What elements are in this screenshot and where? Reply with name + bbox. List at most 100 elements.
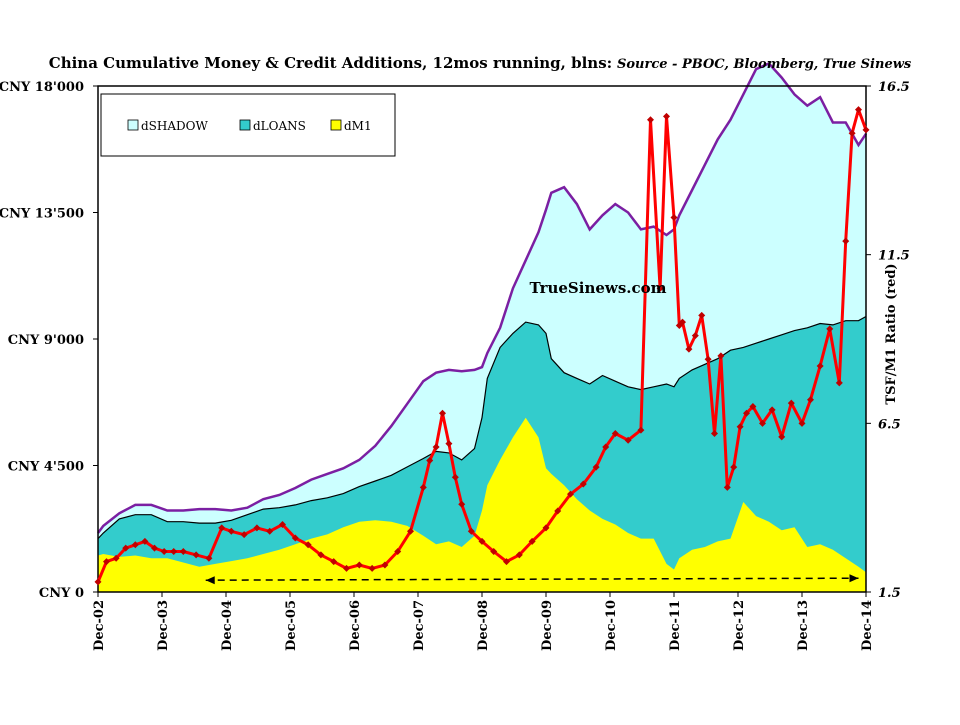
ratio-point xyxy=(279,521,287,529)
ratio-point xyxy=(317,551,325,559)
ratio-point xyxy=(445,440,453,448)
chart-title-block: China Cumulative Money & Credit Addition… xyxy=(0,54,960,72)
ratio-point xyxy=(467,527,475,535)
ratio-point xyxy=(368,564,376,572)
ratio-point xyxy=(192,551,200,559)
ratio-point xyxy=(656,284,664,292)
ratio-point xyxy=(439,409,447,417)
ratio-point xyxy=(515,551,523,559)
ratio-point xyxy=(778,433,786,441)
x-tick-label: Dec-02 xyxy=(92,600,107,651)
ratio-point xyxy=(611,429,619,437)
ratio-point xyxy=(647,116,655,124)
ratio-point xyxy=(426,456,434,464)
ratio-point xyxy=(816,362,824,370)
ratio-point xyxy=(490,548,498,556)
y-right-tick-label: 11.5 xyxy=(878,249,910,264)
x-tick-label: Dec-13 xyxy=(796,600,811,651)
ratio-point xyxy=(407,527,415,535)
ratio-point xyxy=(807,396,815,404)
x-tick-label: Dec-04 xyxy=(220,600,235,651)
ratio-point xyxy=(394,548,402,556)
ratio-point xyxy=(503,558,511,566)
ratio-point xyxy=(205,554,213,562)
ratio-point xyxy=(240,531,248,539)
ratio-point xyxy=(122,544,130,552)
ratio-point xyxy=(304,541,312,549)
legend-label: dLOANS xyxy=(253,119,306,133)
ratio-point xyxy=(253,524,261,532)
ratio-point xyxy=(291,534,299,542)
legend-label: dM1 xyxy=(344,119,372,133)
dloans-area xyxy=(98,316,866,592)
y-left-tick-label: CNY 18'000 xyxy=(0,80,84,95)
ratio-point xyxy=(711,429,719,437)
dashed-arrow-line xyxy=(205,577,859,581)
x-tick-label: Dec-07 xyxy=(412,600,427,651)
ratio-point xyxy=(624,436,632,444)
ratio-point xyxy=(592,463,600,471)
x-tick-label: Dec-11 xyxy=(668,600,683,651)
ratio-point xyxy=(717,352,725,360)
legend-swatch xyxy=(239,119,251,131)
ratio-point xyxy=(848,129,856,137)
ratio-point xyxy=(266,527,274,535)
arrow-head-right xyxy=(849,574,859,583)
dm1-area xyxy=(98,417,866,592)
ratio-point xyxy=(381,561,389,569)
ratio-point xyxy=(112,554,120,562)
ratio-point xyxy=(663,112,671,120)
ratio-point xyxy=(141,537,149,545)
ratio-point xyxy=(432,443,440,451)
chart-subtitle: Source - PBOC, Bloomberg, True Sinews xyxy=(616,57,912,72)
legend-swatch xyxy=(127,119,139,131)
x-tick-label: Dec-03 xyxy=(156,600,171,651)
ratio-point xyxy=(768,406,776,414)
total-outline-line xyxy=(96,61,868,534)
y-right-tick-label: 16.5 xyxy=(878,80,910,95)
ratio-point xyxy=(151,544,159,552)
ratio-point xyxy=(787,399,795,407)
ratio-point xyxy=(704,355,712,363)
ratio-point xyxy=(528,537,536,545)
y-left-tick-label: CNY 0 xyxy=(39,586,84,601)
ratio-point xyxy=(478,537,486,545)
ratio-point xyxy=(637,426,645,434)
ratio-point xyxy=(330,558,338,566)
ratio-point xyxy=(179,548,187,556)
ratio-point xyxy=(579,480,587,488)
y-left-tick-label: CNY 4'500 xyxy=(8,460,84,475)
ratio-point xyxy=(567,490,575,498)
ratio-point xyxy=(355,561,363,569)
x-tick-label: Dec-09 xyxy=(540,600,555,651)
x-tick-label: Dec-06 xyxy=(348,600,363,651)
ratio-point xyxy=(419,483,427,491)
x-tick-label: Dec-12 xyxy=(732,600,747,651)
y-right-axis-label: TSF/M1 Ratio (red) xyxy=(884,263,899,404)
watermark-text: TrueSinews.com xyxy=(530,279,667,297)
ratio-point xyxy=(736,423,744,431)
y-left-tick-label: CNY 13'500 xyxy=(0,207,84,222)
ratio-point xyxy=(743,409,751,417)
ratio-point xyxy=(835,379,843,387)
dloans-outline-line xyxy=(97,315,867,540)
ratio-point xyxy=(542,524,550,532)
ratio-point xyxy=(842,237,850,245)
ratio-point xyxy=(759,419,767,427)
ratio-point xyxy=(451,473,459,481)
chart-title: China Cumulative Money & Credit Addition… xyxy=(48,54,613,72)
ratio-point xyxy=(218,524,226,532)
ratio-point xyxy=(730,463,738,471)
ratio-point xyxy=(679,318,687,326)
ratio-point xyxy=(458,500,466,508)
legend-label: dSHADOW xyxy=(141,119,208,133)
ratio-point xyxy=(602,443,610,451)
ratio-point xyxy=(691,332,699,340)
legend-swatch xyxy=(330,119,342,131)
x-tick-label: Dec-08 xyxy=(476,600,491,651)
x-tick-label: Dec-10 xyxy=(604,600,619,651)
ratio-point xyxy=(685,345,693,353)
x-tick-label: Dec-14 xyxy=(860,600,875,651)
ratio-point xyxy=(723,483,731,491)
